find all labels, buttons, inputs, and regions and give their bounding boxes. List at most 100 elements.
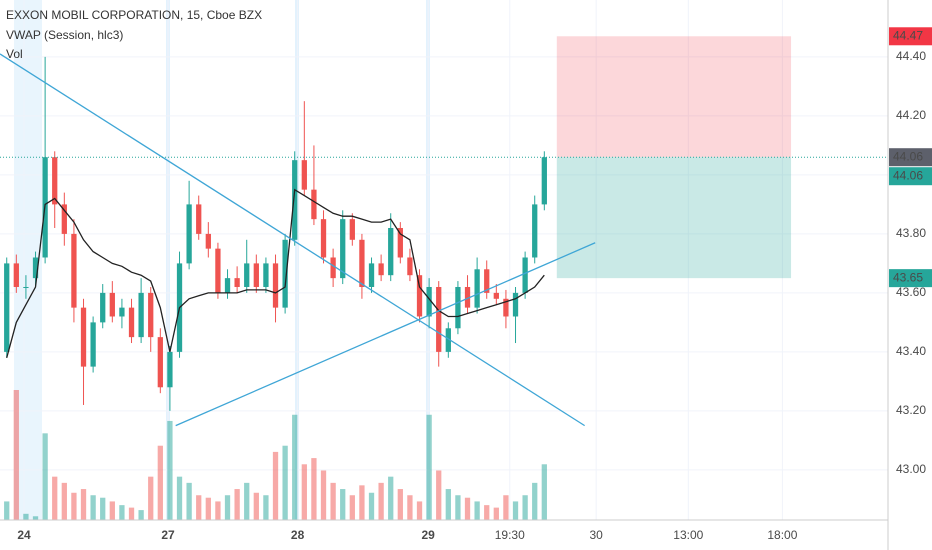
volume-bar [397,489,403,520]
candle-body [359,239,365,287]
x-tick-label: 18:00 [767,528,797,542]
candle-body [80,307,87,367]
x-tick-label: 13:00 [673,528,703,542]
candle-body [90,322,96,367]
y-tick-label: 43.00 [896,462,926,476]
volume-bar [512,501,519,520]
volume-bar [330,482,336,520]
volume-bar [445,489,451,520]
price-label-bg [889,27,932,46]
candle-body [234,278,240,287]
candle-body [119,307,125,317]
price-label: 44.47 [893,28,923,42]
candle-body [32,257,39,279]
volume-bar [157,445,163,520]
candle-body [128,307,135,338]
volume-bar [167,420,173,520]
candle-body [253,263,259,287]
candle-body [349,219,355,240]
candle-body [100,292,106,323]
volume-bar [80,489,87,520]
price-label: 44.06 [893,149,923,163]
candle-body [378,263,384,276]
vwap-line [6,188,545,358]
volume-bar [196,495,202,520]
price-label: 43.65 [893,270,923,284]
volume-bar [42,433,48,520]
trendline [0,53,585,427]
candle-body [215,248,221,293]
candle-body [311,189,317,220]
volume-bar [378,482,384,520]
candle-body [522,257,528,293]
volume-bar [128,507,135,520]
candle-body [4,263,10,352]
price-label-bg [889,148,932,167]
volume-bar [176,476,183,520]
candle-body [320,219,327,258]
candle-body [23,286,29,288]
y-tick-label: 43.20 [896,403,926,417]
volume-label: Vol [6,47,23,61]
volume-bar [349,495,355,520]
x-tick-label: 27 [161,528,175,542]
y-tick-label: 43.40 [896,344,926,358]
candle-body [71,233,77,308]
volume-bar [186,482,192,520]
candle-body [388,227,394,276]
volume-bar [416,501,423,520]
candle-body [503,298,509,317]
volume-bar [388,476,394,520]
candle-body [244,263,250,287]
volume-bar [71,492,77,520]
candle-body [426,286,432,317]
candle-body [292,160,298,240]
volume-bar [436,470,442,520]
candle-body [532,204,538,258]
price-label-bg [889,167,932,186]
price-label-bg [889,269,932,288]
candle-body [13,263,19,287]
candle-body [445,328,451,352]
volume-bar [426,414,432,520]
candle-body [330,257,336,279]
volume-bar [253,492,259,520]
volume-bar [205,497,211,520]
trendline [175,242,596,427]
candle-body [138,292,144,338]
candle-body [436,286,442,352]
candle-body [493,292,499,299]
volume-bar [464,497,471,520]
volume-bar [13,390,19,520]
volume-bar [320,470,327,520]
volume-bar [368,492,375,520]
volume-bar [244,482,250,520]
candle-body [109,292,115,317]
candle-body [167,351,173,388]
volume-bar [340,489,346,520]
volume-bar [311,458,317,520]
volume-bar [234,489,240,520]
volume-bar [90,495,96,520]
candle-body [263,263,269,287]
volume-bar [61,482,67,520]
candle-body [282,239,288,308]
volume-bar [23,513,29,520]
x-tick-label: 28 [291,528,305,542]
volume-bar [532,482,538,520]
volume-bar [224,495,231,520]
volume-bar [455,495,461,520]
volume-bar [263,495,269,520]
candle-body [474,269,480,308]
volume-bar [493,507,499,520]
candle-body [52,157,58,205]
candle-body [61,204,67,234]
volume-bar [522,495,528,520]
candle-body [455,286,461,329]
volume-bar [148,476,154,520]
volume-bar [503,495,509,520]
volume-bar [4,501,10,520]
y-tick-label: 43.60 [896,285,926,299]
volume-bar [359,485,365,520]
